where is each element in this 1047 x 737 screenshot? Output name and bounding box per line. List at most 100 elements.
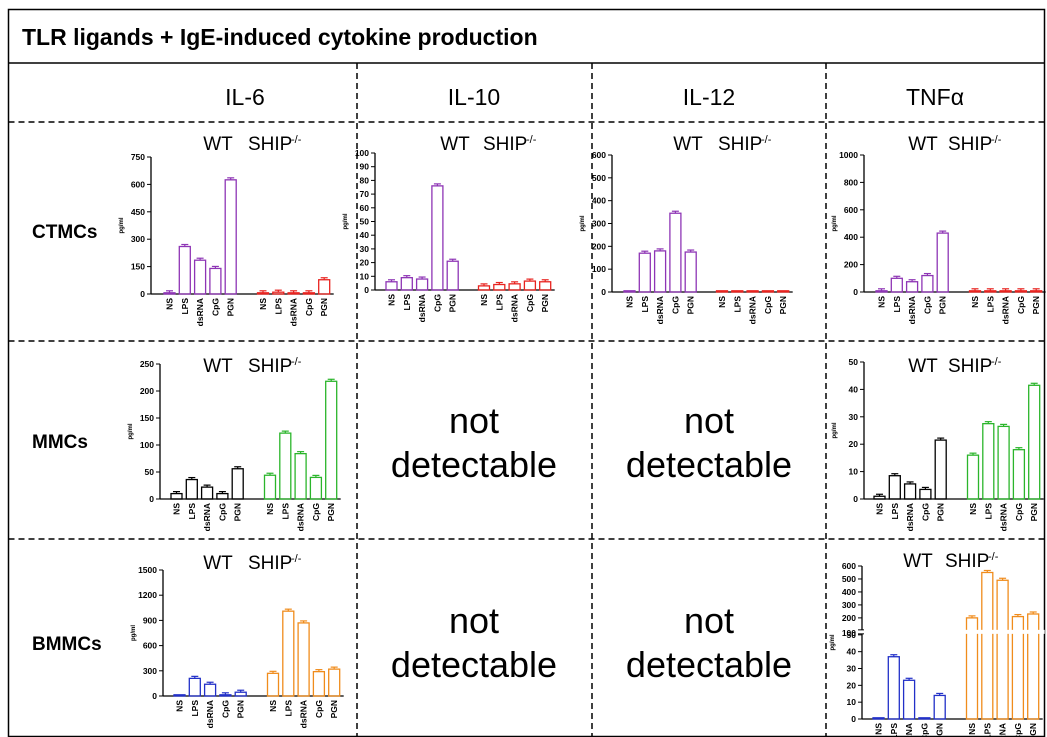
y-tick-label: 100 [140, 440, 154, 450]
bar [887, 656, 900, 720]
category-label: PGN [938, 296, 948, 314]
wt-label: WT [203, 356, 233, 377]
y-tick-label: 0 [152, 691, 157, 701]
bar [982, 422, 995, 500]
not-detectable-line1: not [449, 600, 499, 641]
y-tick-label: 30 [849, 412, 859, 422]
category-label: NS [172, 503, 182, 515]
y-tick-label: 10 [360, 271, 370, 281]
figure-title: TLR ligands + IgE-induced cytokine produ… [22, 24, 538, 50]
y-axis-label: pg/ml [830, 634, 836, 650]
bar [873, 495, 886, 500]
y-tick-label: 100 [355, 148, 369, 158]
y-axis-label: pg/ml [131, 625, 137, 641]
row-header-mmcs: MMCs [32, 432, 88, 453]
category-label: CpG [919, 723, 929, 737]
y-tick-label: 200 [592, 241, 606, 251]
row-header-ctmcs: CTMCs [32, 222, 97, 243]
column-header-tnfa: TNFα [906, 84, 964, 110]
bar [984, 290, 997, 293]
bar [715, 290, 729, 293]
category-label: PGN [226, 298, 236, 316]
y-axis-label: pg/ml [832, 215, 838, 231]
y-tick-label: 150 [140, 413, 154, 423]
category-label: dsRNA [205, 700, 215, 728]
category-label: LPS [890, 503, 900, 520]
bar [200, 486, 214, 500]
category-label: LPS [494, 294, 504, 311]
category-label: NS [268, 700, 278, 712]
wt-label: WT [203, 134, 233, 155]
y-tick-label: 50 [847, 630, 857, 640]
y-tick-label: 600 [131, 179, 145, 189]
outer-border [7, 8, 1046, 737]
category-label: LPS [732, 296, 742, 313]
y-tick-label: 10 [847, 697, 857, 707]
ship-superscript: -/- [291, 134, 302, 146]
y-tick-label: 0 [601, 287, 606, 297]
bar [539, 281, 552, 291]
not-detectable-line1: not [684, 600, 734, 641]
bar [309, 476, 323, 500]
category-label: PGN [236, 700, 246, 718]
y-tick-label: 0 [851, 714, 856, 724]
category-label: LPS [273, 298, 283, 315]
wt-label: WT [903, 551, 933, 572]
y-tick-label: 20 [849, 439, 859, 449]
ship-label: SHIP [718, 134, 762, 155]
bar [224, 179, 237, 295]
category-label: LPS [180, 298, 190, 315]
chart-mmc-il6: 0 50 100 150 200 250 pg/ml NS LPS dsRNA CpG PGN NS LP… [128, 356, 341, 531]
y-tick-label: 600 [844, 205, 858, 215]
not-detectable-line1: not [449, 400, 499, 441]
y-tick-label: 400 [844, 232, 858, 242]
category-label: LPS [640, 296, 650, 313]
category-label: PGN [319, 298, 329, 316]
bar [872, 717, 885, 720]
y-tick-label: 400 [842, 587, 856, 597]
y-tick-label: 0 [853, 287, 858, 297]
y-tick-label: 300 [143, 666, 157, 676]
y-tick-label: 200 [844, 260, 858, 270]
bar [216, 492, 229, 500]
ship-superscript: -/- [526, 134, 537, 146]
y-tick-label: 70 [360, 189, 370, 199]
bar [185, 478, 198, 500]
not-detectable-line2: detectable [391, 644, 557, 685]
ship-superscript: -/- [761, 134, 772, 146]
chart-mmc-tnfa: 0 10 20 30 40 50 pg/ml NS LPS dsRNA CpG PGN NS LPS dsR… [832, 356, 1044, 531]
y-tick-label: 600 [592, 150, 606, 160]
category-label: dsRNA [748, 296, 758, 324]
category-label: PGN [326, 503, 336, 521]
category-label: NS [175, 700, 185, 712]
not-detectable-line1: not [684, 400, 734, 441]
bar [477, 285, 491, 291]
category-label: NS [165, 298, 175, 310]
category-label: dsRNA [998, 723, 1008, 737]
y-tick-label: 0 [364, 285, 369, 295]
category-label: CpG [220, 700, 230, 718]
y-tick-label: 40 [849, 384, 859, 394]
y-tick-label: 100 [842, 628, 856, 638]
bar [933, 694, 946, 720]
bar [508, 283, 521, 291]
bar [1028, 384, 1041, 500]
bar [219, 694, 232, 697]
bar [328, 668, 341, 697]
bar [415, 278, 429, 291]
category-label: NS [717, 296, 727, 308]
bar [294, 452, 307, 500]
category-label: CpG [525, 294, 535, 312]
y-tick-label: 0 [149, 494, 154, 504]
category-label: NS [970, 296, 980, 308]
category-label: NS [874, 723, 884, 735]
category-label: CpG [1016, 296, 1026, 314]
y-tick-label: 400 [592, 196, 606, 206]
category-label: PGN [1031, 296, 1041, 314]
bar [731, 290, 744, 293]
bar [325, 380, 338, 500]
bar [997, 425, 1010, 500]
bar [890, 277, 903, 293]
category-label: NS [479, 294, 489, 306]
category-label: dsRNA [1001, 296, 1011, 324]
